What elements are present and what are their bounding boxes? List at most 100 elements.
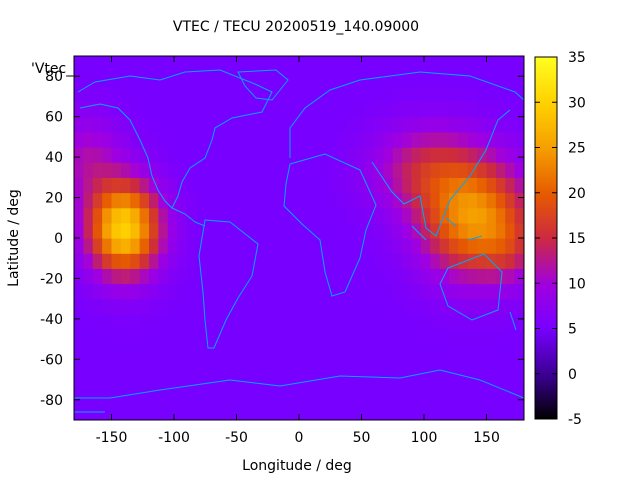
- heatmap-cell: [336, 359, 347, 376]
- heatmap-cell: [299, 131, 309, 148]
- heatmap-cell: [177, 192, 188, 209]
- heatmap-cell: [467, 86, 478, 103]
- heatmap-cell: [299, 238, 309, 254]
- heatmap-cell: [205, 222, 216, 239]
- heatmap-cell: [92, 147, 103, 163]
- heatmap-cell: [167, 374, 178, 391]
- x-tick-label: -100: [158, 430, 190, 446]
- heatmap-cell: [280, 116, 291, 133]
- heatmap-cell: [392, 344, 403, 360]
- heatmap-cell: [420, 238, 431, 254]
- heatmap-cell: [458, 177, 469, 194]
- heatmap-cell: [195, 56, 206, 72]
- heatmap-cell: [130, 268, 141, 285]
- heatmap-cell: [139, 207, 150, 224]
- heatmap-cell: [158, 329, 169, 345]
- heatmap-cell: [139, 177, 150, 194]
- heatmap-cell: [411, 162, 422, 178]
- heatmap-cell: [224, 71, 234, 87]
- heatmap-cell: [345, 147, 356, 163]
- heatmap-cell: [486, 207, 497, 224]
- heatmap-cell: [308, 116, 319, 133]
- heatmap-cell: [120, 238, 131, 254]
- heatmap-cell: [299, 329, 309, 345]
- heatmap-cell: [430, 86, 441, 103]
- heatmap-cell: [205, 238, 216, 254]
- heatmap-cell: [467, 207, 478, 224]
- heatmap-cell: [430, 207, 441, 224]
- heatmap-cell: [270, 162, 281, 178]
- heatmap-cell: [495, 56, 506, 72]
- heatmap-cell: [439, 192, 450, 209]
- heatmap-cell: [92, 253, 103, 269]
- heatmap-cell: [111, 222, 122, 239]
- heatmap-cell: [308, 374, 319, 391]
- heatmap-cell: [439, 389, 450, 406]
- heatmap-cell: [383, 344, 394, 360]
- heatmap-cell: [177, 253, 188, 269]
- heatmap-cell: [420, 147, 431, 163]
- heatmap-cell: [149, 268, 159, 285]
- heatmap-cell: [158, 86, 169, 103]
- heatmap-cell: [439, 359, 450, 376]
- heatmap-cell: [383, 268, 394, 285]
- heatmap-cell: [467, 177, 478, 194]
- heatmap-cell: [458, 222, 469, 239]
- heatmap-cell: [308, 298, 319, 315]
- heatmap-cell: [205, 116, 216, 133]
- heatmap-cell: [495, 116, 506, 133]
- heatmap-cell: [270, 131, 281, 148]
- heatmap-cell: [495, 344, 506, 360]
- heatmap-cell: [111, 131, 122, 148]
- heatmap-cell: [177, 86, 188, 103]
- heatmap-cell: [439, 253, 450, 269]
- heatmap-cell: [402, 222, 413, 239]
- heatmap-cell: [439, 56, 450, 72]
- heatmap-cell: [120, 344, 131, 360]
- heatmap-cell: [195, 359, 206, 376]
- heatmap-cell: [158, 101, 169, 118]
- heatmap-cell: [195, 222, 206, 239]
- heatmap-cell: [280, 222, 291, 239]
- heatmap-cell: [327, 344, 338, 360]
- heatmap-cell: [514, 56, 524, 72]
- heatmap-cell: [486, 238, 497, 254]
- heatmap-cell: [186, 268, 197, 285]
- heatmap-cell: [486, 389, 497, 406]
- heatmap-cell: [458, 131, 469, 148]
- heatmap-cell: [139, 131, 150, 148]
- heatmap-cell: [420, 389, 431, 406]
- heatmap-cell: [364, 116, 375, 133]
- heatmap-cell: [336, 177, 347, 194]
- heatmap-cell: [477, 131, 488, 148]
- heatmap-cell: [149, 404, 159, 420]
- heatmap-cell: [270, 86, 281, 103]
- heatmap-cell: [242, 71, 253, 87]
- heatmap-cell: [83, 101, 94, 118]
- heatmap-cell: [102, 359, 113, 376]
- heatmap-cell: [149, 116, 159, 133]
- heatmap-cell: [195, 131, 206, 148]
- heatmap-cell: [327, 101, 338, 118]
- heatmap-cell: [317, 71, 328, 87]
- heatmap-cell: [261, 147, 272, 163]
- heatmap-cell: [317, 238, 328, 254]
- heatmap-cell: [439, 404, 450, 420]
- heatmap-cell: [130, 344, 141, 360]
- heatmap-cell: [327, 116, 338, 133]
- heatmap-cell: [364, 313, 375, 330]
- heatmap-cell: [242, 207, 253, 224]
- heatmap-cell: [167, 147, 178, 163]
- heatmap-cell: [402, 313, 413, 330]
- heatmap-cell: [327, 298, 338, 315]
- heatmap-cell: [233, 101, 244, 118]
- heatmap-cell: [420, 313, 431, 330]
- heatmap-cell: [383, 389, 394, 406]
- heatmap-cell: [299, 222, 309, 239]
- heatmap-cell: [102, 329, 113, 345]
- heatmap-cell: [289, 389, 300, 406]
- heatmap-cell: [92, 192, 103, 209]
- heatmap-cell: [120, 56, 131, 72]
- heatmap-cell: [336, 56, 347, 72]
- heatmap-cell: [224, 56, 234, 72]
